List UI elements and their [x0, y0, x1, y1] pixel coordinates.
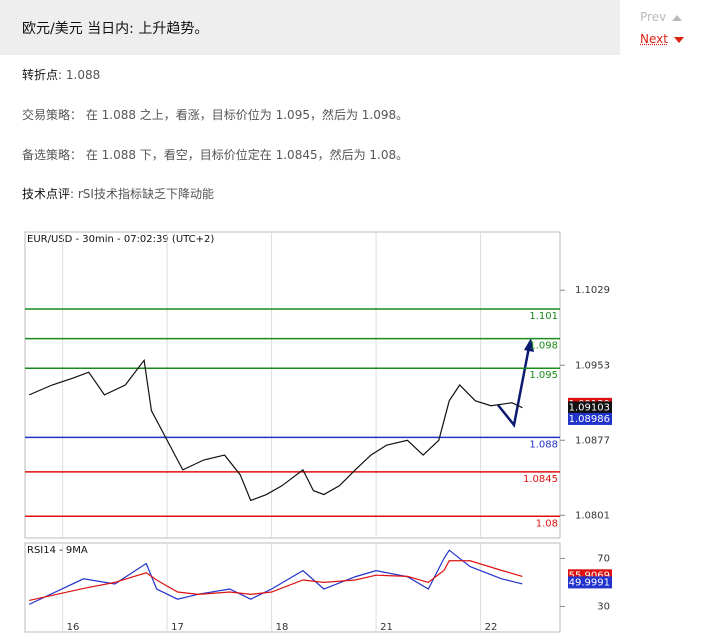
price-tag-label: 1.09103 — [569, 402, 610, 413]
y-tick-label: 1.0953 — [575, 360, 610, 371]
prev-text[interactable]: Prev — [640, 10, 667, 24]
text-line: 备选策略： 在 1.088 下，看空，目标价位定在 1.0845，然后为 1.0… — [22, 146, 408, 163]
price-tag — [568, 401, 612, 414]
x-tick-label: 22 — [485, 622, 498, 633]
prev-link[interactable]: Prev — [640, 10, 683, 24]
level-label: 1.08 — [536, 518, 558, 529]
header: 欧元/美元 当日内: 上升趋势。 — [0, 0, 620, 55]
level-label: 1.098 — [529, 341, 558, 352]
text-line: 技术点评: rSI技术指标缺乏下降动能 — [22, 185, 214, 202]
text-line: 转折点: 1.088 — [22, 66, 100, 83]
price-tag — [568, 576, 612, 589]
level-label: 1.101 — [529, 311, 558, 322]
x-tick-label: 18 — [276, 622, 289, 633]
y-tick-label: 70 — [597, 553, 610, 564]
x-tick-label: 17 — [171, 622, 184, 633]
title: 欧元/美元 当日内: 上升趋势。 — [22, 21, 209, 37]
price-tag — [568, 412, 612, 425]
panel-title: EUR/USD - 30min - 07:02:39 (UTC+2) — [27, 234, 214, 245]
label: 转折点 — [22, 68, 59, 82]
arrow-head — [524, 338, 534, 352]
x-tick-label: 21 — [380, 622, 393, 633]
level-label: 1.088 — [529, 439, 558, 450]
y-tick-label: 1.1029 — [575, 285, 610, 296]
x-tick-label: 16 — [67, 622, 80, 633]
series-line — [28, 549, 523, 605]
projection-arrow — [497, 341, 532, 428]
prev-icon — [672, 14, 683, 21]
main-frame — [24, 231, 561, 539]
next-text[interactable]: Next — [640, 32, 668, 46]
next-link[interactable]: Next — [640, 32, 684, 46]
panel-title: RSI14 - 9MA — [27, 545, 88, 556]
series-line — [29, 560, 523, 601]
series-line — [28, 358, 523, 502]
text: 交易策略： 在 1.088 之上，看涨，目标价位为 1.095，然后为 1.09… — [22, 108, 409, 122]
level-label: 1.095 — [529, 370, 558, 381]
y-tick-label: 1.0877 — [575, 435, 610, 446]
next-icon — [673, 36, 684, 43]
text-line: 交易策略： 在 1.088 之上，看涨，目标价位为 1.095，然后为 1.09… — [22, 106, 408, 123]
text: : rSI技术指标缺乏下降动能 — [70, 187, 214, 201]
label: 技术点评 — [22, 187, 71, 201]
level-label: 1.0845 — [523, 474, 558, 485]
price-tag-label: 1.08986 — [569, 414, 610, 425]
y-tick-label: 1.0801 — [575, 510, 610, 521]
price-tag-label: 55.9069 — [569, 570, 610, 581]
y-tick-label: 30 — [597, 601, 610, 612]
rsi-frame — [24, 542, 561, 633]
price-tag-label: 49.9991 — [569, 577, 610, 588]
text: 备选策略： 在 1.088 下，看空，目标价位定在 1.0845，然后为 1.0… — [22, 148, 409, 162]
text: : 1.088 — [58, 68, 101, 82]
